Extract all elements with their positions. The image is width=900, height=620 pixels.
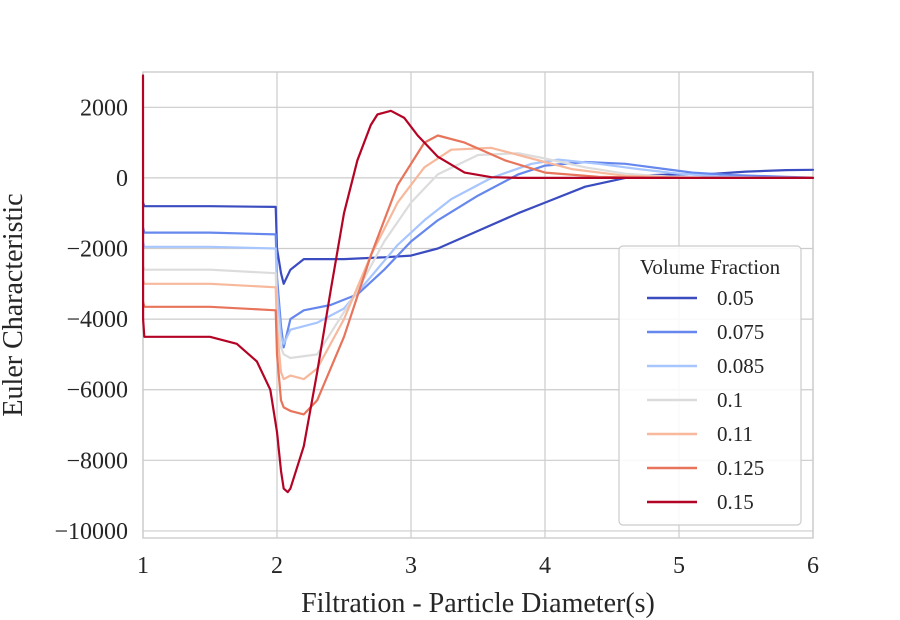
y-tick-label: 2000	[80, 95, 128, 121]
legend-items: 0.05 0.075 0.085 0.1 0.11 0.125 0.15	[647, 286, 764, 514]
x-tick-label: 2	[271, 553, 283, 579]
y-tick-label: −6000	[66, 378, 128, 404]
y-tick-label: 0	[116, 166, 128, 192]
y-axis-ticks: 2000 0 −2000 −4000 −6000 −8000 −10000	[54, 95, 128, 545]
y-tick-label: −2000	[66, 237, 128, 263]
x-axis-title: Filtration - Particle Diameter(s)	[301, 588, 655, 619]
legend-label: 0.085	[717, 354, 764, 378]
x-tick-label: 4	[539, 553, 551, 579]
series-line-0.11	[141, 146, 815, 381]
legend-label: 0.125	[717, 456, 764, 480]
legend-label: 0.11	[717, 422, 753, 446]
y-tick-label: −10000	[54, 519, 128, 545]
legend-title: Volume Fraction	[640, 255, 781, 279]
legend-label: 0.05	[717, 286, 754, 310]
x-tick-label: 1	[137, 553, 149, 579]
y-tick-label: −4000	[66, 307, 128, 333]
series-line-0.15	[141, 74, 815, 494]
x-tick-label: 5	[673, 553, 685, 579]
legend-label: 0.075	[717, 320, 764, 344]
legend: Volume Fraction 0.05 0.075 0.085 0.1 0.11 0.1…	[618, 245, 802, 526]
legend-label: 0.1	[717, 388, 743, 412]
x-tick-label: 6	[807, 553, 819, 579]
series-lines	[141, 74, 815, 494]
y-tick-label: −8000	[66, 448, 128, 474]
x-axis-ticks: 1 2 3 4 5 6	[137, 553, 819, 579]
y-axis-title: Euler Characteristic	[0, 193, 29, 416]
series-line-0.125	[141, 134, 815, 416]
x-tick-label: 3	[405, 553, 417, 579]
legend-label: 0.15	[717, 490, 754, 514]
legend-box	[618, 245, 802, 526]
